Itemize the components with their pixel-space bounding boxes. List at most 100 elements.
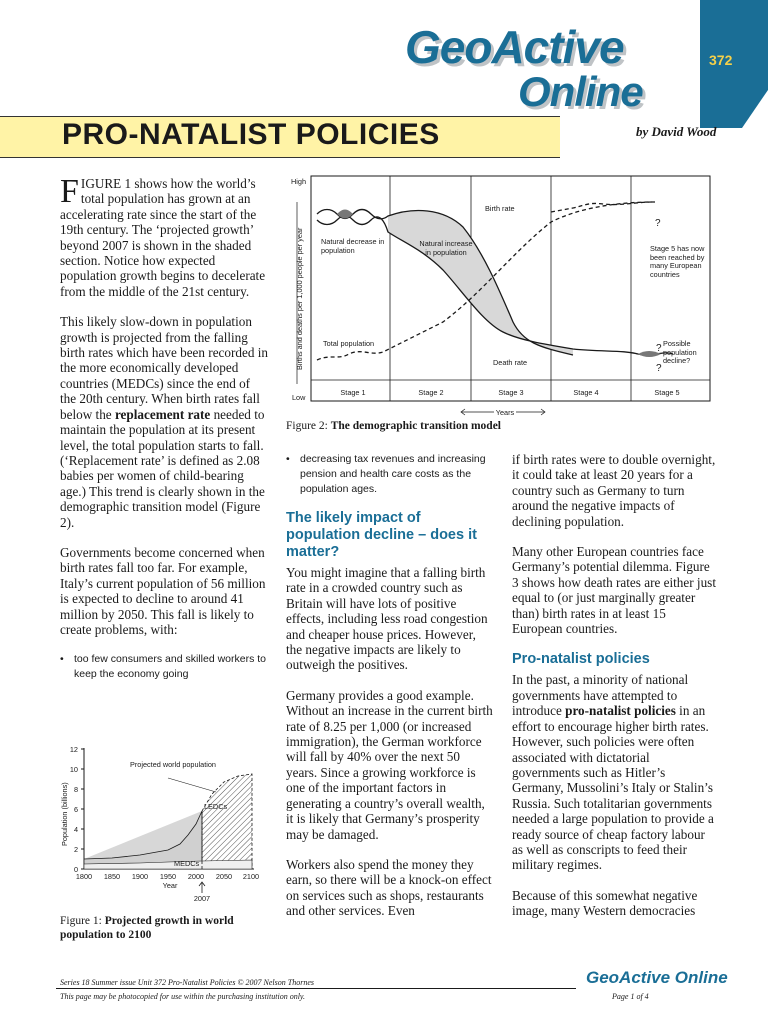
footer-line-2: This page may be photocopied for use wit… <box>60 992 306 1001</box>
paragraph: You might imagine that a falling birth r… <box>286 565 488 673</box>
list-item: too few consumers and skilled workers to… <box>60 652 268 682</box>
label-ledcs: LEDCs <box>204 802 227 811</box>
possible-decline-area <box>638 351 661 357</box>
label-natural-decrease-box: Natural decrease in population <box>321 238 385 255</box>
caption-title: Projected growth in world population to … <box>60 915 234 941</box>
label-death-rate: Death rate <box>493 358 527 367</box>
drop-cap: F <box>60 173 79 210</box>
x-tick-label: 2050 <box>216 872 232 881</box>
label-natural-increase: Natural increase in population <box>419 240 473 257</box>
figure-2-diagram: High Low Births and deaths per 1,000 peo… <box>291 175 711 417</box>
column-1: F IGURE 1 shows how the world’s total pop… <box>60 173 268 682</box>
projected-area <box>201 773 253 870</box>
x-axis-label: Year <box>163 881 178 890</box>
y-axis-label: Births and deaths per 1,000 people per y… <box>295 227 304 370</box>
label-total-population: Total population <box>323 339 374 348</box>
figure-2-caption: Figure 2: The demographic transition mod… <box>286 419 706 433</box>
years-arrow-right <box>540 408 546 416</box>
paragraph-text: needed to maintain the population at its… <box>60 406 265 530</box>
paragraph: if birth rates were to double overnight,… <box>512 452 716 529</box>
label-stage5-note: Stage 5 has now been reached by many Eur… <box>650 245 705 279</box>
stage-label: Stage 5 <box>654 388 679 397</box>
total-population-line <box>316 201 656 361</box>
paragraph-text: In the past, a minority of national gove… <box>512 672 689 719</box>
column-3: if birth rates were to double overnight,… <box>512 452 716 934</box>
figure-1-caption: Figure 1: Projected growth in world popu… <box>60 914 276 942</box>
marker-label: 2007 <box>194 894 210 903</box>
byline: by David Wood <box>636 124 717 139</box>
paragraph: Workers also spend the money they earn, … <box>286 856 492 919</box>
stage-label: Stage 2 <box>418 388 443 397</box>
y-ticks <box>81 748 84 870</box>
years-arrow-left <box>460 408 466 416</box>
annotation-projected: Projected world population <box>130 760 216 769</box>
page-title: PRO-NATALIST POLICIES <box>62 118 440 151</box>
caption-title: The demographic transition model <box>330 420 501 432</box>
column-2: decreasing tax revenues and increasing p… <box>286 452 494 934</box>
logo-geoactive: GeoActive <box>405 21 625 73</box>
logo-online: Online <box>518 68 644 115</box>
key-term: replacement rate <box>114 406 211 422</box>
page-number: Page 1 of 4 <box>612 992 649 1001</box>
y-tick-label: 6 <box>74 805 78 814</box>
birth-rate-projected <box>550 201 656 213</box>
stage-label: Stage 4 <box>573 388 598 397</box>
issue-tab-background <box>700 0 742 128</box>
footer-line-1: Series 18 Summer issue Unit 372 Pro-Nata… <box>60 978 314 987</box>
natural-increase-area <box>388 210 573 355</box>
paragraph-text: This likely slow-down in population grow… <box>60 314 268 422</box>
list-item: decreasing tax revenues and increasing p… <box>286 452 494 497</box>
y-tick-label: 12 <box>70 745 78 754</box>
bullet-list: too few consumers and skilled workers to… <box>60 652 268 682</box>
section-heading: Pro-natalist policies <box>512 651 650 668</box>
stage-label: Stage 1 <box>340 388 365 397</box>
label-stage5-note-box: Stage 5 has now been reached by many Eur… <box>650 245 705 279</box>
question-mark: ? <box>656 343 662 354</box>
masthead-graphics <box>700 0 768 128</box>
issue-number: 372 <box>709 52 733 68</box>
y-low-label: Low <box>292 393 306 402</box>
paragraph: Because of this somewhat negative image,… <box>512 887 698 919</box>
title-band <box>0 116 560 158</box>
caption-prefix: Figure 2: <box>286 420 328 432</box>
caption-prefix: Figure 1: <box>60 915 102 927</box>
figure-1-chart: 0 2 4 6 8 10 12 Population (billions) 18… <box>60 745 259 903</box>
x-tick-label: 1900 <box>132 872 148 881</box>
label-birth-rate: Birth rate <box>485 204 515 213</box>
paragraph-text: in an effort to encourage higher birth r… <box>512 703 714 873</box>
natural-decrease-area <box>337 209 353 219</box>
x-tick-label: 1850 <box>104 872 120 881</box>
x-tick-label: 1800 <box>76 872 92 881</box>
y-tick-label: 10 <box>70 765 78 774</box>
label-possible-decline-box: Possible population decline? <box>663 340 697 365</box>
stage-label: Stage 3 <box>498 388 523 397</box>
x-tick-label: 2100 <box>243 872 259 881</box>
paragraph-text: IGURE 1 shows how the world’s total popu… <box>60 176 266 299</box>
x-tick-label: 1950 <box>160 872 176 881</box>
y-tick-label: 0 <box>74 865 78 874</box>
ledc-area-historic <box>84 811 202 859</box>
label-natural-increase-box: Natural increase in population <box>419 240 473 257</box>
label-possible-decline: Possible population decline? <box>663 340 697 365</box>
label-medcs: MEDCs <box>174 859 199 868</box>
label-natural-decrease: Natural decrease in population <box>321 238 385 255</box>
issue-tab-wing <box>742 0 768 128</box>
x-tick-label: 2000 <box>188 872 204 881</box>
years-label-bg <box>494 407 516 417</box>
key-term: pro-natalist policies <box>565 703 676 719</box>
y-axis-label: Population (billions) <box>60 782 69 846</box>
paragraph: Many other European countries face Germa… <box>512 544 716 637</box>
marker-arrow-head <box>198 881 206 887</box>
bullet-list: decreasing tax revenues and increasing p… <box>286 452 494 497</box>
footer-logo: GeoActive Online <box>586 968 728 987</box>
paragraph: This likely slow-down in population grow… <box>60 314 268 530</box>
paragraph: Governments become concerned when birth … <box>60 544 266 637</box>
paragraph: Germany provides a good example. Without… <box>286 687 493 842</box>
section-heading: The likely impact of population decline … <box>286 510 477 560</box>
paragraph: In the past, a minority of national gove… <box>512 672 716 872</box>
y-tick-label: 8 <box>74 785 78 794</box>
x-axis-label: Years <box>496 408 515 417</box>
medc-population-area <box>83 859 253 870</box>
y-tick-label: 4 <box>74 825 78 834</box>
paragraph: F IGURE 1 shows how the world’s total pop… <box>60 173 268 299</box>
